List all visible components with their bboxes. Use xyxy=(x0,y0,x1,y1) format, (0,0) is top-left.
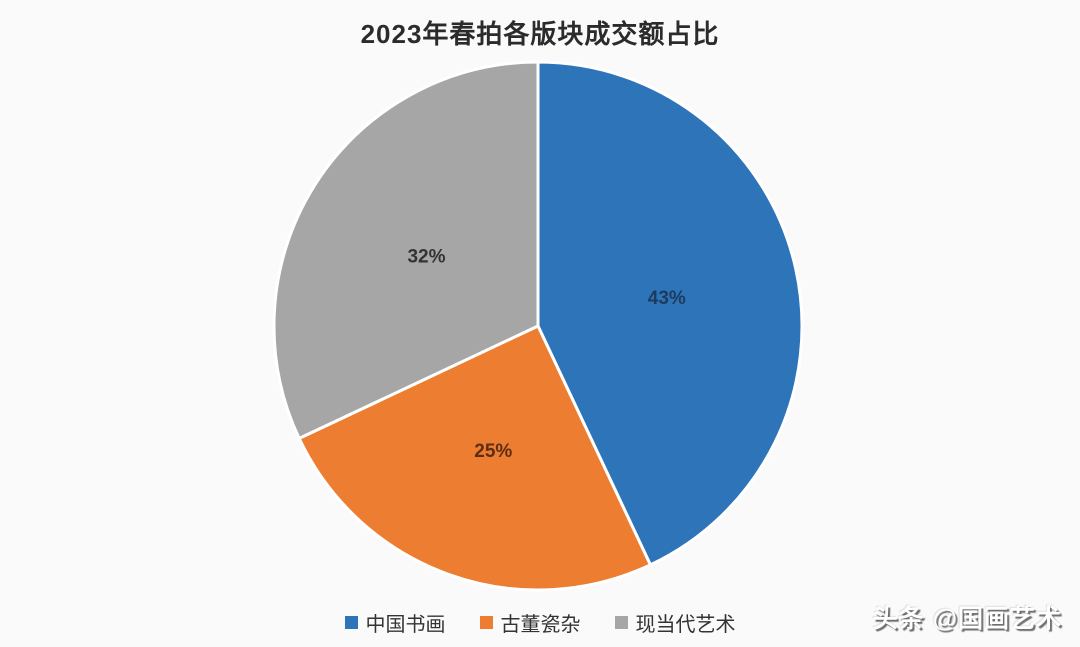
pie-slice-2 xyxy=(272,60,540,440)
legend: 中国书画 古董瓷杂 现当代艺术 xyxy=(0,608,1080,637)
legend-item-chinese-painting: 中国书画 xyxy=(344,608,446,637)
legend-swatch-icon xyxy=(344,616,358,629)
legend-label: 古董瓷杂 xyxy=(500,614,581,636)
watermark-toutiao: 头条 @国画艺术 xyxy=(872,605,1062,633)
legend-swatch-icon xyxy=(479,616,493,629)
legend-label: 中国书画 xyxy=(365,614,446,636)
chart-title: 2023年春拍各版块成交额占比 xyxy=(360,19,720,49)
legend-label: 现当代艺术 xyxy=(635,614,736,636)
legend-item-antiques-porcelain: 古董瓷杂 xyxy=(479,608,581,637)
pie-slice-0 xyxy=(536,60,804,567)
legend-swatch-icon xyxy=(614,616,628,629)
data-label-0: 43% xyxy=(648,288,686,309)
data-label-2: 32% xyxy=(407,246,445,267)
pie-slice-1 xyxy=(297,324,652,592)
data-label-1: 25% xyxy=(474,441,512,462)
legend-item-modern-contemporary-art: 现当代艺术 xyxy=(614,608,736,637)
